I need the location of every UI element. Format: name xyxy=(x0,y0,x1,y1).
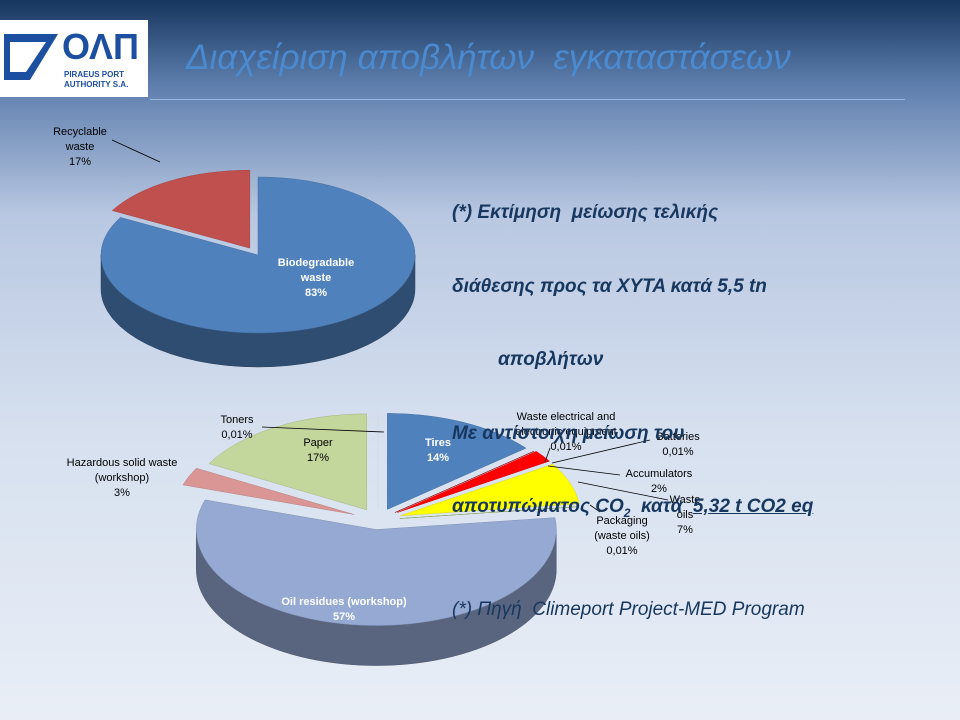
note-line: αποτυπώματος CO2 κατά 5,32 t CO2 eq xyxy=(452,495,813,525)
slice-label: Batteries 0,01% xyxy=(643,430,713,460)
label-box: Packaging (waste oils) 0,01% xyxy=(582,514,662,559)
slice xyxy=(400,464,580,516)
category: Batteries xyxy=(656,431,700,443)
label-box: Hazardous solid waste (workshop) 3% xyxy=(57,456,187,501)
slice-label: Recyclable waste 17% xyxy=(40,125,120,170)
label-box: Waste electrical and electronic equipmen… xyxy=(501,410,631,455)
category: Paper xyxy=(303,437,333,449)
value-label: 3% xyxy=(114,487,130,499)
slice xyxy=(399,506,579,519)
note-text: κατά xyxy=(630,496,693,517)
value-label: 14% xyxy=(426,452,450,464)
slice-label: Packaging (waste oils) 0,01% xyxy=(582,514,662,559)
note-line: (*) Εκτίμηση μείωσης τελικής xyxy=(452,202,719,223)
slice-label: Oil residues (workshop) 57% xyxy=(274,595,414,625)
category: Toners xyxy=(220,414,254,426)
value-label: 0,01% xyxy=(550,441,582,453)
value-label: 2% xyxy=(651,483,667,495)
slice xyxy=(100,176,416,334)
leader-line xyxy=(111,139,161,163)
category: Packaging (waste oils) xyxy=(594,515,650,542)
note-line: διάθεσης προς τα ΧΥΤΑ κατά 5,5 tn xyxy=(452,275,813,300)
leader-line xyxy=(261,426,385,433)
label-box: Batteries 0,01% xyxy=(643,430,713,460)
value-label: 0,01% xyxy=(662,446,694,458)
label-box: Accumulators 2% xyxy=(619,467,699,497)
logo-shape xyxy=(4,34,58,80)
note-text: 2 xyxy=(623,505,631,520)
slice-label: Waste oils 7% xyxy=(667,493,703,538)
slice-label: Accumulators 2% xyxy=(619,467,699,497)
category: Recyclable waste xyxy=(53,126,107,153)
note-line: αποβλήτων xyxy=(498,349,604,370)
slice-label: Toners 0,01% xyxy=(207,413,267,443)
value-label: 7% xyxy=(677,524,693,536)
category: Biodegradable waste xyxy=(277,257,355,284)
logo: ΟΛΠ PIRAEUS PORT AUTHORITY S.A. xyxy=(0,20,148,97)
slice xyxy=(394,451,535,513)
category: Waste oils xyxy=(669,494,701,521)
note-text: 5,5 tn xyxy=(717,275,767,297)
slice xyxy=(387,413,527,510)
slide-title: Διαχείριση αποβλήτων εγκαταστάσεων xyxy=(186,38,791,77)
slice xyxy=(111,169,251,249)
label-box: Waste oils 7% xyxy=(667,493,703,538)
label-box: Toners 0,01% xyxy=(207,413,267,443)
logo-text: PIRAEUS PORT xyxy=(64,70,125,79)
note-text: 5,32 t CO2 eq xyxy=(692,496,814,517)
slice xyxy=(397,451,550,513)
category: Hazardous solid waste (workshop) xyxy=(66,457,178,484)
value-label: 0,01% xyxy=(221,429,253,441)
title-rule xyxy=(150,99,905,100)
slice-label: Waste electrical and electronic equipmen… xyxy=(501,410,631,455)
slice-label: Biodegradable waste 83% xyxy=(271,256,361,301)
notes: (*) Εκτίμηση μείωσης τελικής διάθεσης πρ… xyxy=(452,152,813,672)
value-label: 17% xyxy=(68,156,92,168)
label-box: Recyclable waste 17% xyxy=(40,125,120,170)
label-box: Oil residues (workshop) 57% xyxy=(274,595,414,625)
category: Accumulators xyxy=(625,468,693,480)
note-text: διάθεσης προς τα ΧΥΤΑ κατά xyxy=(452,275,718,297)
slice-label: Hazardous solid waste (workshop) 3% xyxy=(57,456,187,501)
value-label: 83% xyxy=(304,287,328,299)
logo-text: AUTHORITY S.A. xyxy=(64,80,129,89)
value-label: 57% xyxy=(332,611,356,623)
category: Tires xyxy=(424,437,452,449)
slice-label: Paper 17% xyxy=(288,436,348,466)
slice xyxy=(196,499,557,626)
leader-line xyxy=(577,481,669,501)
note-source: (*) Πηγή Climeport Project-MED Program xyxy=(452,599,805,621)
note-line: Με αντίστοιχη μείωση του xyxy=(452,422,685,444)
slice-label: Tires 14% xyxy=(408,436,468,466)
value-label: 17% xyxy=(306,452,330,464)
leader-line xyxy=(547,465,621,476)
label-box: Tires 14% xyxy=(408,436,468,466)
leader-line xyxy=(544,447,551,463)
category: Waste electrical and electronic equipmen… xyxy=(515,411,617,438)
value-label: 0,01% xyxy=(606,545,638,557)
label-box: Biodegradable waste 83% xyxy=(271,256,361,301)
category: Oil residues (workshop) xyxy=(281,596,407,608)
leader-line xyxy=(551,439,651,464)
slice xyxy=(182,467,355,515)
leader-line xyxy=(589,504,601,513)
logo-mark: ΟΛΠ xyxy=(62,26,140,67)
label-box: Paper 17% xyxy=(288,436,348,466)
note-text: αποτυπώματος CO xyxy=(452,496,624,517)
